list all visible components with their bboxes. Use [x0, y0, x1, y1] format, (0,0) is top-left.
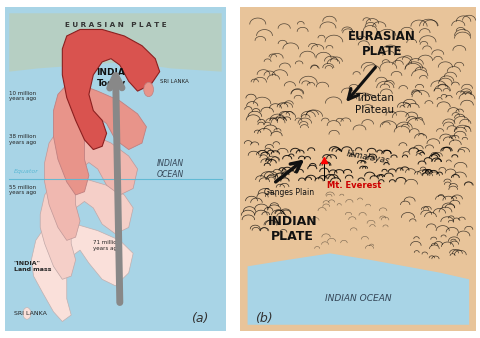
Text: Mt. Everest: Mt. Everest — [326, 181, 380, 190]
Text: 10 million
years ago: 10 million years ago — [9, 91, 36, 101]
Text: Equator: Equator — [13, 169, 38, 174]
Text: 38 million
years ago: 38 million years ago — [9, 135, 36, 145]
Circle shape — [23, 308, 31, 319]
Polygon shape — [9, 13, 221, 72]
Polygon shape — [45, 127, 137, 240]
Polygon shape — [40, 175, 133, 279]
Text: Ganges Plain: Ganges Plain — [264, 188, 313, 197]
Polygon shape — [31, 221, 133, 321]
Text: SRI LANKA: SRI LANKA — [13, 311, 47, 316]
Text: E U R A S I A N   P L A T E: E U R A S I A N P L A T E — [64, 22, 166, 28]
Text: INDIAN
OCEAN: INDIAN OCEAN — [157, 159, 184, 179]
FancyBboxPatch shape — [238, 3, 478, 335]
Text: INDIAN
PLATE: INDIAN PLATE — [267, 215, 316, 243]
Text: "INDIA"
Land mass: "INDIA" Land mass — [13, 261, 51, 272]
Circle shape — [144, 82, 153, 97]
Text: Tibetan
Plateau: Tibetan Plateau — [355, 93, 394, 115]
Polygon shape — [53, 84, 146, 195]
Text: 55 million
years ago: 55 million years ago — [9, 185, 36, 195]
Text: Himalayas: Himalayas — [345, 149, 389, 166]
Text: (b): (b) — [255, 312, 272, 325]
Text: INDIAN OCEAN: INDIAN OCEAN — [324, 294, 391, 303]
Polygon shape — [247, 254, 468, 325]
Text: INDIA
Today: INDIA Today — [96, 69, 125, 88]
FancyBboxPatch shape — [2, 3, 228, 335]
Polygon shape — [62, 29, 159, 149]
Text: 71 million
years ago: 71 million years ago — [93, 240, 120, 251]
Text: SRI LANKA: SRI LANKA — [159, 79, 188, 84]
Text: EURASIAN
PLATE: EURASIAN PLATE — [347, 30, 415, 58]
Text: (a): (a) — [191, 312, 208, 325]
